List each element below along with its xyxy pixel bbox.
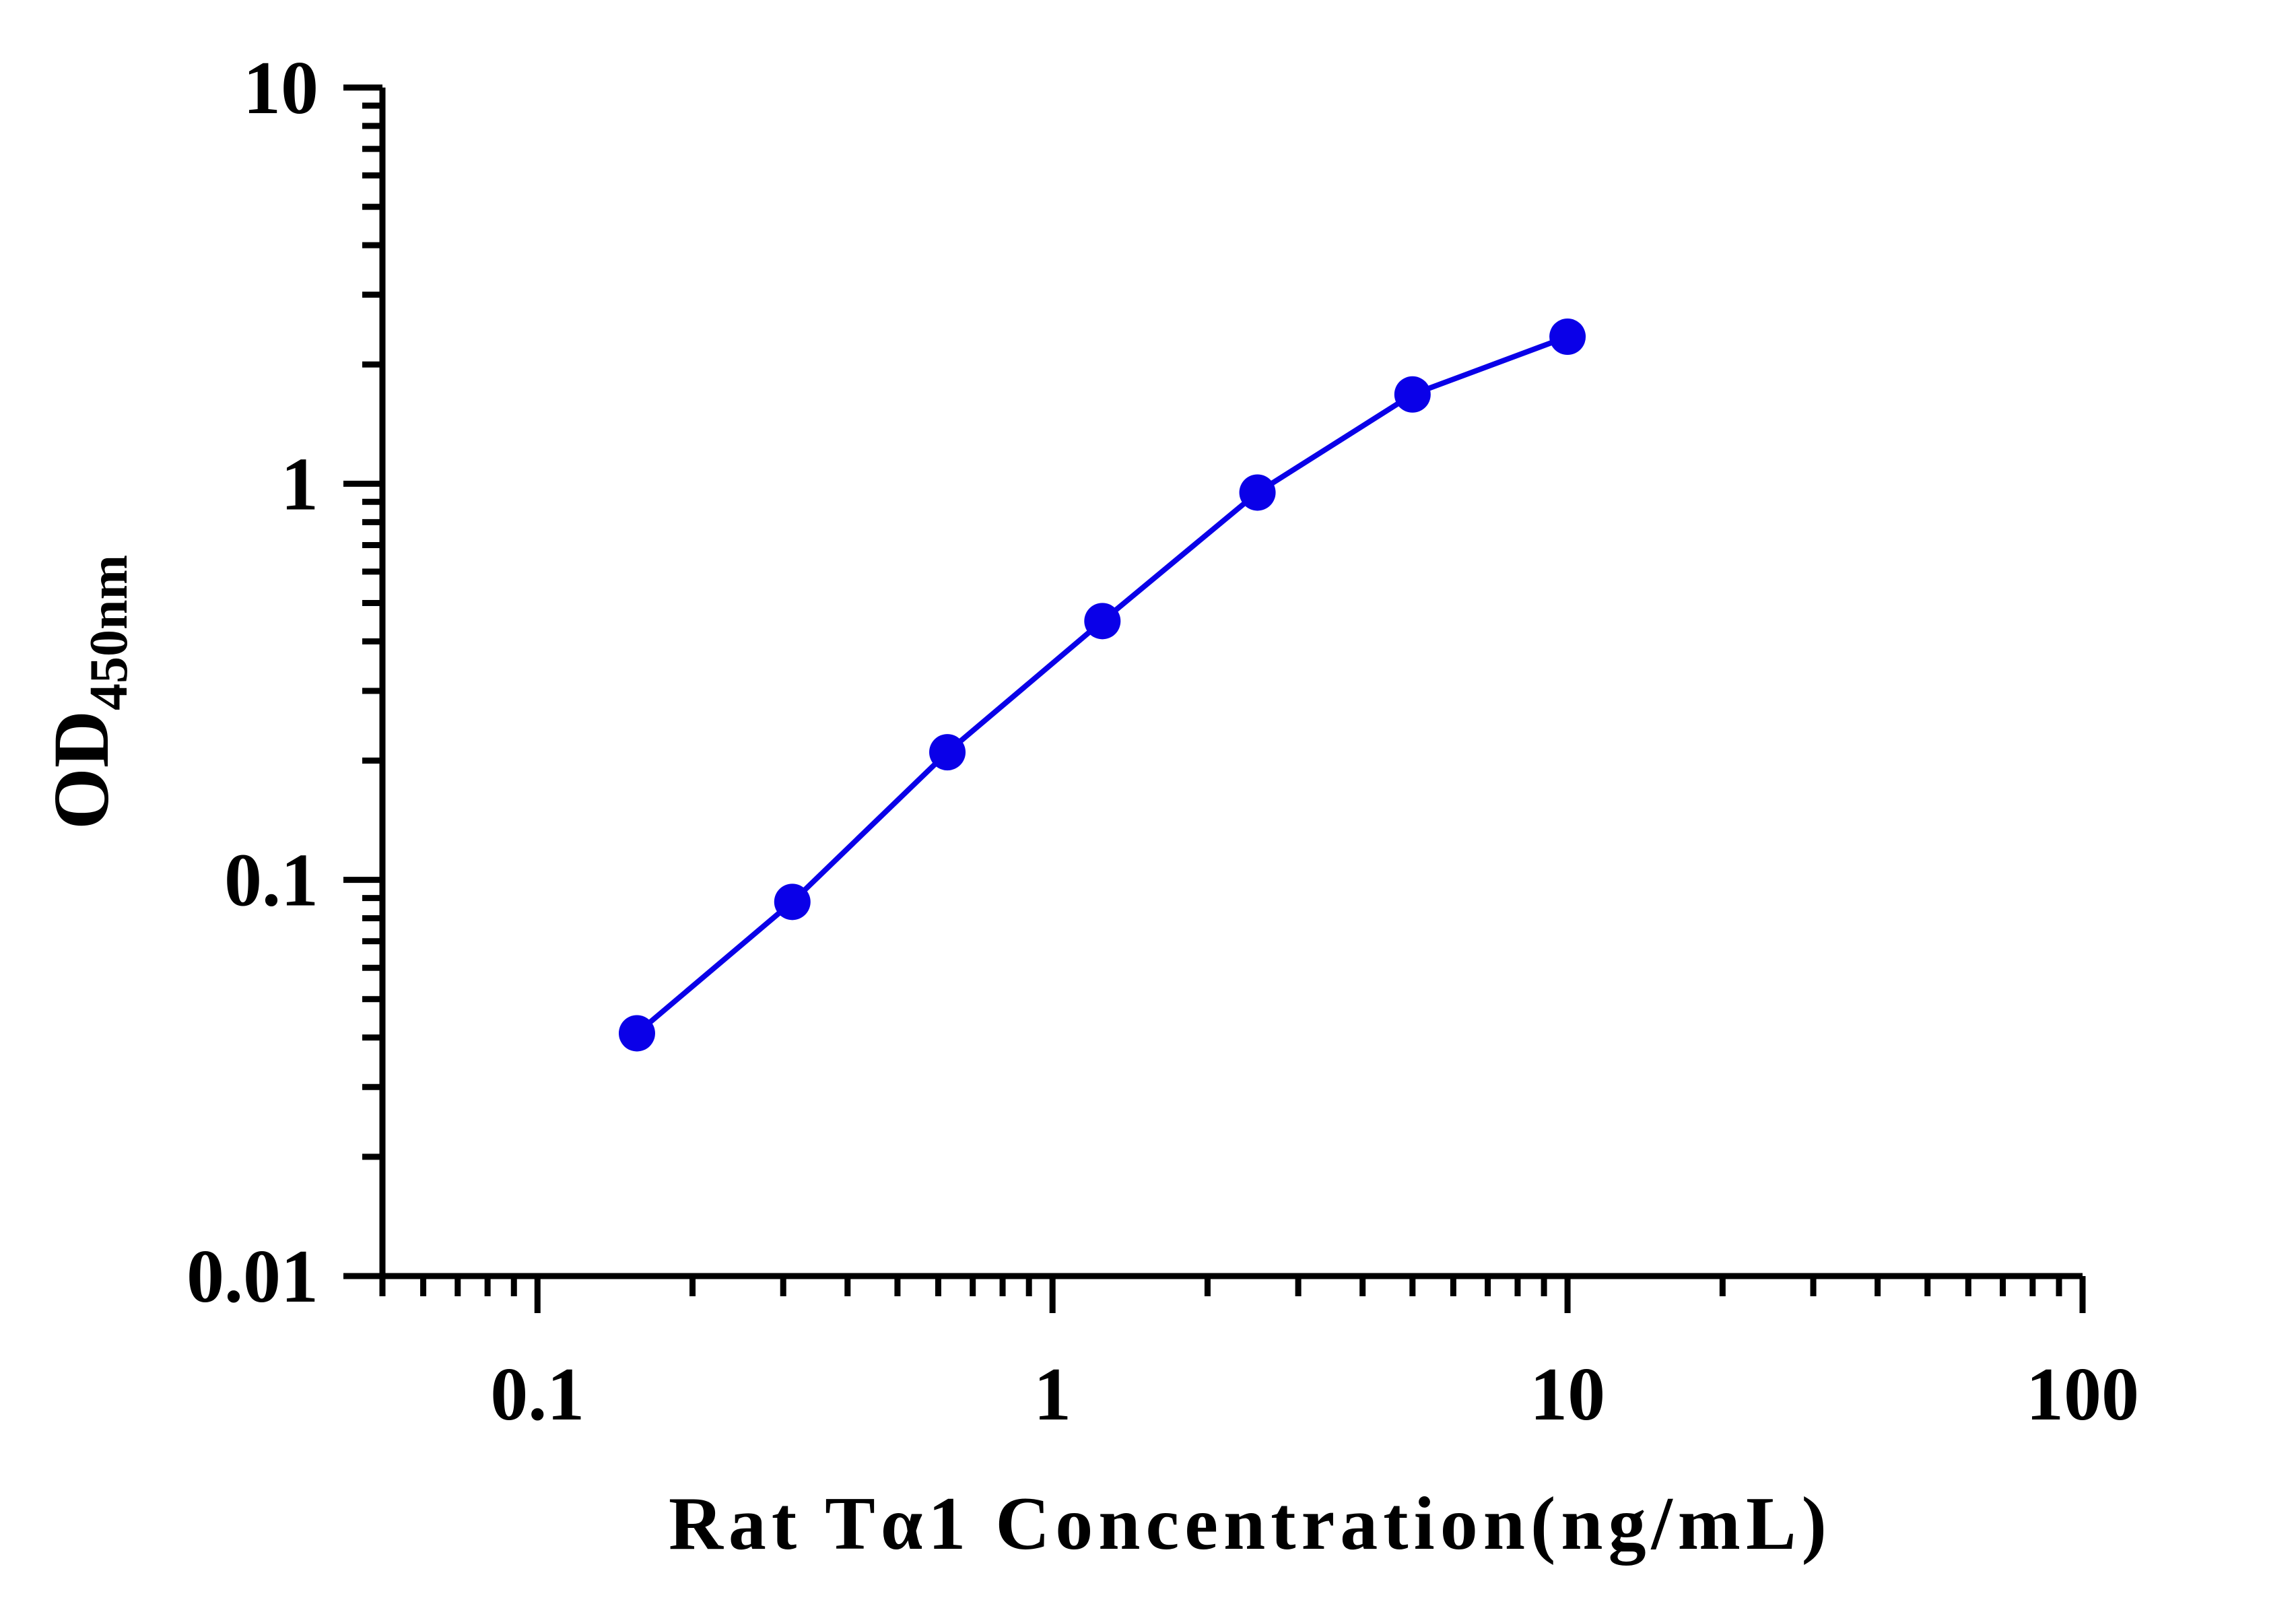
y-tick-label: 1 — [281, 442, 318, 526]
series-line — [635, 334, 1569, 1036]
data-point — [929, 734, 966, 771]
y-axis-title: OD450nm — [37, 555, 139, 830]
y-tick-label: 0.1 — [224, 839, 318, 923]
x-tick-label: 100 — [2026, 1353, 2139, 1436]
data-point — [1084, 603, 1121, 640]
x-tick-label: 10 — [1530, 1353, 1605, 1436]
data-point — [1239, 474, 1276, 511]
y-axis-title-subscript: 450nm — [79, 555, 139, 710]
data-point — [1394, 376, 1431, 413]
x-axis-title: Rat Tα1 Concentration(ng/mL) — [669, 1482, 1832, 1566]
data-point — [774, 883, 811, 921]
x-axis-ticks: 0.1 1 10 100 — [379, 1276, 2139, 1436]
series-layer — [618, 319, 1586, 1052]
data-point — [618, 1015, 655, 1052]
y-axis-title-main: OD — [37, 710, 125, 830]
y-tick-label: 0.01 — [187, 1235, 318, 1318]
y-tick-label: 10 — [243, 46, 318, 130]
x-tick-label: 1 — [1034, 1353, 1071, 1436]
y-axis-ticks: 0.01 0.1 1 10 — [187, 46, 382, 1318]
data-point — [1549, 319, 1586, 356]
x-tick-label: 0.1 — [490, 1353, 584, 1436]
